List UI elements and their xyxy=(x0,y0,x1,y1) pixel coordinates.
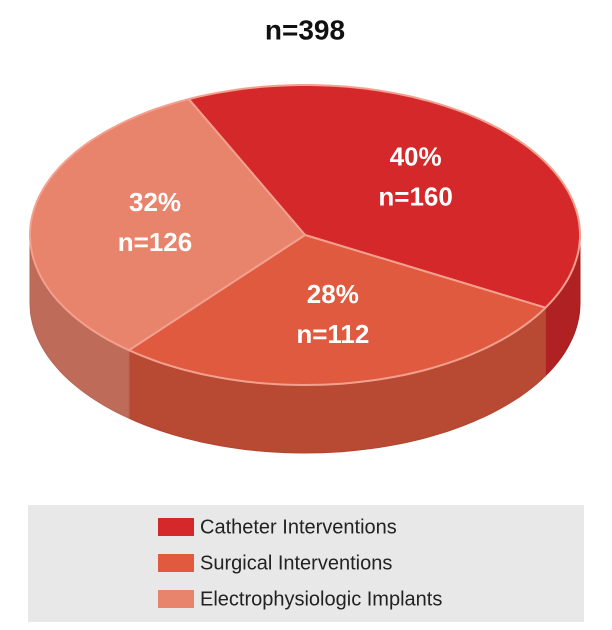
data-label: 40% xyxy=(390,142,442,172)
data-label: 32% xyxy=(129,187,181,217)
legend-swatch xyxy=(158,590,194,608)
legend-swatch xyxy=(158,518,194,536)
data-label-count: n=160 xyxy=(378,182,452,212)
slice xyxy=(128,234,547,386)
legend-label: Catheter Interventions xyxy=(200,516,397,538)
legend-swatch xyxy=(158,554,194,572)
data-label: 28% xyxy=(307,279,359,309)
data-label-count: n=112 xyxy=(296,319,369,349)
legend-label: Electrophysiologic Implants xyxy=(200,588,442,610)
legend-box xyxy=(28,505,584,622)
slice xyxy=(187,84,581,309)
chart-title: n=398 xyxy=(265,14,345,45)
legend-label: Surgical Interventions xyxy=(200,552,392,574)
slice xyxy=(29,98,306,352)
data-label-count: n=126 xyxy=(118,227,192,257)
